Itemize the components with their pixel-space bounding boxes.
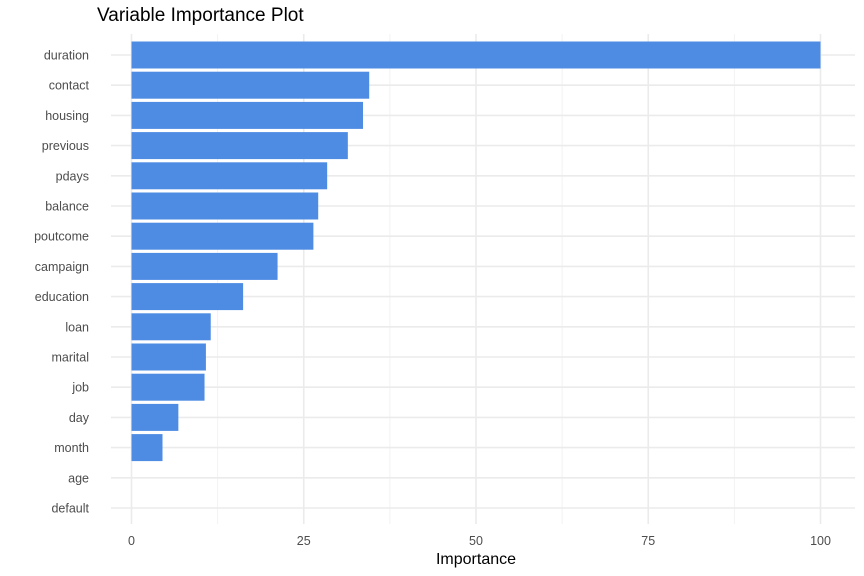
y-tick-label-marital: marital (51, 351, 89, 365)
bar-campaign (131, 252, 278, 280)
x-axis-tick-labels: 0 25 50 75 100 (128, 534, 831, 548)
bars (131, 41, 821, 462)
y-tick-label-housing: housing (45, 109, 89, 123)
bar-loan (131, 313, 211, 341)
x-tick-label: 100 (810, 534, 831, 548)
bar-balance (131, 192, 319, 220)
bar-day (131, 403, 179, 431)
x-tick-label: 50 (469, 534, 483, 548)
bar-housing (131, 101, 364, 129)
y-tick-label-campaign: campaign (35, 260, 89, 274)
bar-education (131, 283, 244, 311)
y-tick-label-day: day (69, 411, 90, 425)
y-tick-label-duration: duration (44, 49, 89, 63)
y-tick-label-education: education (35, 290, 89, 304)
y-axis-tick-labels: duration contact housing previous pdays balan… (34, 49, 90, 516)
x-tick-label: 25 (297, 534, 311, 548)
bar-poutcome (131, 222, 314, 250)
x-tick-label: 75 (641, 534, 655, 548)
y-tick-label-previous: previous (42, 139, 89, 153)
bar-pdays (131, 162, 328, 190)
x-axis-title: Importance (436, 551, 516, 568)
y-tick-label-default: default (51, 502, 89, 516)
y-tick-label-contact: contact (49, 79, 90, 93)
x-tick-label: 0 (128, 534, 135, 548)
chart-title: Variable Importance Plot (97, 5, 304, 26)
y-tick-label-balance: balance (45, 200, 89, 214)
y-tick-label-age: age (68, 471, 89, 485)
bar-month (131, 434, 163, 462)
bar-duration (131, 41, 821, 69)
bar-job (131, 373, 205, 401)
bar-marital (131, 343, 206, 371)
y-tick-label-loan: loan (65, 320, 89, 334)
y-tick-label-month: month (54, 441, 89, 455)
y-tick-label-pdays: pdays (56, 169, 89, 183)
y-tick-label-job: job (71, 381, 89, 395)
bar-contact (131, 71, 370, 99)
y-tick-label-poutcome: poutcome (34, 230, 89, 244)
bar-previous (131, 132, 348, 160)
